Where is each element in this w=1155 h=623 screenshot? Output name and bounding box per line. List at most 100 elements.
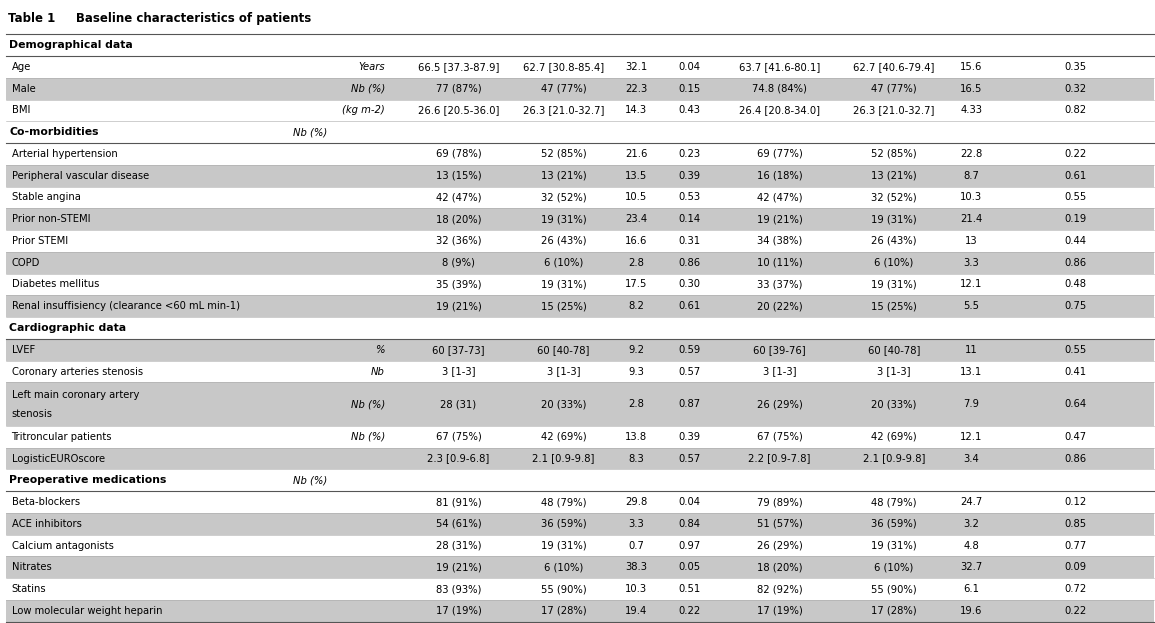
Bar xyxy=(6,470,1154,491)
Text: 23.4: 23.4 xyxy=(625,214,648,224)
Text: 0.19: 0.19 xyxy=(1064,214,1087,224)
Text: 0.41: 0.41 xyxy=(1064,366,1087,376)
Text: 0.04: 0.04 xyxy=(678,497,701,507)
Text: 0.55: 0.55 xyxy=(1064,193,1087,202)
Bar xyxy=(6,513,1154,535)
Text: Low molecular weight heparin: Low molecular weight heparin xyxy=(12,606,162,616)
Text: Nb (%): Nb (%) xyxy=(351,432,385,442)
Text: Coronary arteries stenosis: Coronary arteries stenosis xyxy=(12,366,143,376)
Text: Nb (%): Nb (%) xyxy=(293,475,328,485)
Bar xyxy=(6,165,1154,186)
Text: 38.3: 38.3 xyxy=(625,563,648,573)
Text: 0.57: 0.57 xyxy=(678,454,701,464)
Text: 2.1 [0.9-9.8]: 2.1 [0.9-9.8] xyxy=(863,454,925,464)
Text: 0.39: 0.39 xyxy=(678,432,701,442)
Text: 3 [1-3]: 3 [1-3] xyxy=(546,366,581,376)
Text: 0.61: 0.61 xyxy=(1064,171,1087,181)
Text: 82 (92%): 82 (92%) xyxy=(757,584,803,594)
Text: 48 (79%): 48 (79%) xyxy=(541,497,587,507)
Text: 0.15: 0.15 xyxy=(678,83,701,93)
Text: 62.7 [40.6-79.4]: 62.7 [40.6-79.4] xyxy=(854,62,934,72)
Text: 19 (31%): 19 (31%) xyxy=(541,280,587,290)
Text: 19.4: 19.4 xyxy=(625,606,648,616)
Text: 51 (57%): 51 (57%) xyxy=(757,519,803,529)
Text: 36 (59%): 36 (59%) xyxy=(871,519,917,529)
Text: 13 (21%): 13 (21%) xyxy=(871,171,917,181)
Text: Left main coronary artery: Left main coronary artery xyxy=(12,389,139,399)
Text: 62.7 [30.8-85.4]: 62.7 [30.8-85.4] xyxy=(523,62,604,72)
Text: 22.3: 22.3 xyxy=(625,83,648,93)
Text: 77 (87%): 77 (87%) xyxy=(435,83,482,93)
Text: 69 (78%): 69 (78%) xyxy=(435,149,482,159)
Text: 9.2: 9.2 xyxy=(628,345,644,354)
Text: 19 (21%): 19 (21%) xyxy=(757,214,803,224)
Bar xyxy=(6,339,1154,361)
Text: 15 (25%): 15 (25%) xyxy=(871,302,917,312)
Bar xyxy=(6,578,1154,600)
Text: 17 (19%): 17 (19%) xyxy=(435,606,482,616)
Text: 2.8: 2.8 xyxy=(628,399,644,409)
Text: Cardiographic data: Cardiographic data xyxy=(9,323,126,333)
Text: 6 (10%): 6 (10%) xyxy=(874,563,914,573)
Text: Nb (%): Nb (%) xyxy=(351,83,385,93)
Text: 52 (85%): 52 (85%) xyxy=(541,149,587,159)
Text: Calcium antagonists: Calcium antagonists xyxy=(12,541,113,551)
Text: 5.5: 5.5 xyxy=(963,302,979,312)
Text: 0.48: 0.48 xyxy=(1064,280,1087,290)
Text: 79 (89%): 79 (89%) xyxy=(757,497,803,507)
Text: Tritroncular patients: Tritroncular patients xyxy=(12,432,112,442)
Text: 20 (33%): 20 (33%) xyxy=(871,399,917,409)
Text: 48 (79%): 48 (79%) xyxy=(871,497,917,507)
Text: Nb (%): Nb (%) xyxy=(351,399,385,409)
Text: 52 (85%): 52 (85%) xyxy=(871,149,917,159)
Text: COPD: COPD xyxy=(12,258,40,268)
Text: 13: 13 xyxy=(966,236,977,246)
Text: 81 (91%): 81 (91%) xyxy=(435,497,482,507)
Text: 55 (90%): 55 (90%) xyxy=(871,584,917,594)
Text: 8.7: 8.7 xyxy=(963,171,979,181)
Text: BMI: BMI xyxy=(12,105,30,115)
Bar xyxy=(6,56,1154,78)
Text: 3.2: 3.2 xyxy=(963,519,979,529)
Bar xyxy=(6,491,1154,513)
Text: 0.82: 0.82 xyxy=(1064,105,1087,115)
Text: 0.35: 0.35 xyxy=(1064,62,1087,72)
Text: 32.1: 32.1 xyxy=(625,62,648,72)
Text: 0.59: 0.59 xyxy=(678,345,701,354)
Text: Prior STEMI: Prior STEMI xyxy=(12,236,68,246)
Text: 32 (52%): 32 (52%) xyxy=(541,193,587,202)
Text: 10.5: 10.5 xyxy=(625,193,648,202)
Text: 0.30: 0.30 xyxy=(678,280,701,290)
Text: 26 (43%): 26 (43%) xyxy=(541,236,587,246)
Text: 21.6: 21.6 xyxy=(625,149,648,159)
Text: 13.1: 13.1 xyxy=(960,366,983,376)
Bar xyxy=(6,230,1154,252)
Text: Male: Male xyxy=(12,83,36,93)
Text: 28 (31): 28 (31) xyxy=(440,399,477,409)
Text: 18 (20%): 18 (20%) xyxy=(757,563,803,573)
Text: Preoperative medications: Preoperative medications xyxy=(9,475,166,485)
Text: 19 (31%): 19 (31%) xyxy=(541,214,587,224)
Text: 34 (38%): 34 (38%) xyxy=(757,236,803,246)
Text: 15.6: 15.6 xyxy=(960,62,983,72)
Text: 0.32: 0.32 xyxy=(1064,83,1087,93)
Text: 8.3: 8.3 xyxy=(628,454,644,464)
Text: 12.1: 12.1 xyxy=(960,280,983,290)
Bar xyxy=(6,78,1154,100)
Text: 0.85: 0.85 xyxy=(1064,519,1087,529)
Text: 3 [1-3]: 3 [1-3] xyxy=(762,366,797,376)
Text: 10.3: 10.3 xyxy=(625,584,648,594)
Text: 26.4 [20.8-34.0]: 26.4 [20.8-34.0] xyxy=(739,105,820,115)
Bar xyxy=(6,535,1154,556)
Text: 13.5: 13.5 xyxy=(625,171,648,181)
Text: 19 (31%): 19 (31%) xyxy=(871,541,917,551)
Text: 4.8: 4.8 xyxy=(963,541,979,551)
Text: 0.51: 0.51 xyxy=(678,584,701,594)
Text: 7.9: 7.9 xyxy=(963,399,979,409)
Text: LVEF: LVEF xyxy=(12,345,35,354)
Text: 0.75: 0.75 xyxy=(1064,302,1087,312)
Bar xyxy=(6,295,1154,317)
Text: 0.22: 0.22 xyxy=(1064,606,1087,616)
Text: 66.5 [37.3-87.9]: 66.5 [37.3-87.9] xyxy=(418,62,499,72)
Text: 10 (11%): 10 (11%) xyxy=(757,258,803,268)
